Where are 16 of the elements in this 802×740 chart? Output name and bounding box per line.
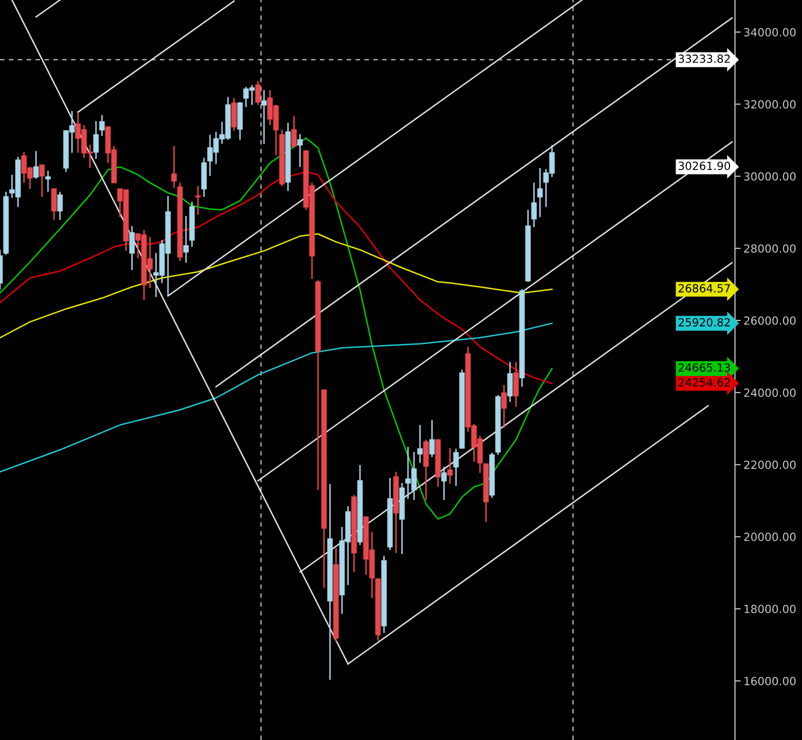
annotation: 24254.62 [678,378,730,387]
y-tick-label: 34000.00 [744,28,796,36]
y-tick-label: 28000.00 [744,244,796,253]
y-tick-label: 16000.00 [744,676,796,686]
y-tick-label: 30000.00 [744,172,796,181]
annotation: 25920.82 [678,318,730,327]
y-tick-label: 26000.00 [744,316,796,325]
y-tick-label: 22000.00 [744,460,796,469]
y-tick-label: 20000.00 [744,532,796,542]
annotation: 30261.90 [678,162,730,170]
y-tick-label: 18000.00 [744,604,796,614]
annotation: 24665.13 [678,363,730,372]
ref-line-label: 33233.82 [678,54,730,63]
y-tick-label: 32000.00 [744,100,796,109]
annotation: 26864.57 [678,284,730,292]
y-tick-label: 24000.00 [744,388,796,397]
